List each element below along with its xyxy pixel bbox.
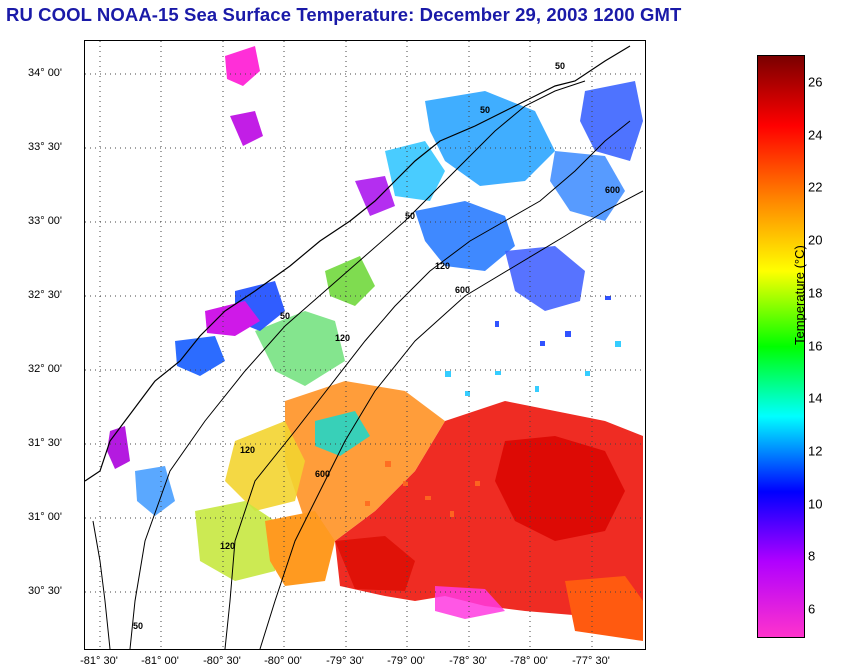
lon-label: -81° 00' [141, 655, 179, 667]
lon-label: -79° 30' [326, 655, 364, 667]
isobath-label: 50 [133, 621, 143, 631]
isobath-label: 600 [455, 285, 470, 295]
lat-label: 31° 00' [28, 511, 63, 523]
lat-label: 31° 30' [28, 437, 63, 449]
lon-label: -77° 30' [572, 655, 610, 667]
lat-label: 32° 00' [28, 363, 63, 375]
lat-label: 32° 30' [28, 289, 63, 301]
isobath-label: 600 [605, 185, 620, 195]
isobath-label: 600 [315, 469, 330, 479]
isobath-label: 50 [555, 61, 565, 71]
lat-label: 33° 00' [28, 215, 63, 227]
sst-map: 50 50 50 50 50 120 120 120 120 600 600 6… [84, 40, 646, 650]
colorbar-tick: 12 [808, 443, 823, 459]
colorbar-tick: 8 [808, 548, 816, 564]
lon-label: -78° 30' [449, 655, 487, 667]
lon-label: -78° 00' [510, 655, 548, 667]
colorbar-tick: 18 [808, 285, 823, 301]
isobath-label: 120 [335, 333, 350, 343]
map-canvas: 50 50 50 50 50 120 120 120 120 600 600 6… [85, 41, 645, 649]
lon-label: -81° 30' [80, 655, 118, 667]
colorbar-tick: 6 [808, 601, 816, 617]
coastline [85, 45, 631, 482]
isobath-label: 120 [435, 261, 450, 271]
lon-label: -80° 00' [264, 655, 302, 667]
lat-label: 34° 00' [28, 67, 63, 79]
isobath-label: 120 [220, 541, 235, 551]
colorbar-tick: 14 [808, 390, 823, 406]
colorbar-tick: 22 [808, 179, 823, 195]
colorbar-tick: 24 [808, 127, 823, 143]
lon-label: -79° 00' [387, 655, 425, 667]
isobaths [129, 80, 644, 649]
colorbar-tick: 20 [808, 232, 823, 248]
isobath-label: 50 [405, 211, 415, 221]
page-title: RU COOL NOAA-15 Sea Surface Temperature:… [6, 4, 682, 25]
isobath-label: 120 [240, 445, 255, 455]
colorbar-tick: 16 [808, 338, 823, 354]
lat-label: 30° 30' [28, 585, 63, 597]
lat-label: 33° 30' [28, 141, 63, 153]
sst-patches [107, 46, 643, 641]
isobath-label: 50 [480, 105, 490, 115]
colorbar-title: Temperature (°C) [792, 245, 807, 345]
temperature-colorbar [757, 55, 805, 638]
isobath-label: 50 [280, 311, 290, 321]
map-grid [85, 41, 645, 649]
colorbar-tick: 10 [808, 496, 823, 512]
colorbar-tick: 26 [808, 74, 823, 90]
lon-label: -80° 30' [203, 655, 241, 667]
